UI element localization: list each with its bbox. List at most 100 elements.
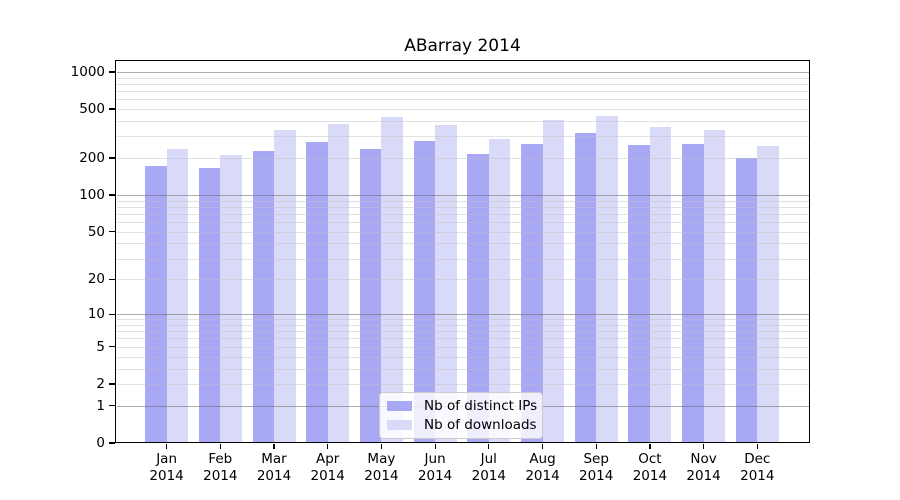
x-tick-year-apr: 2014: [310, 468, 345, 484]
gridline-minor-8: [116, 324, 809, 326]
legend-swatch-distinct-ips-icon: [387, 401, 412, 411]
gridline-major-100: [116, 195, 809, 197]
gridline-minor-500: [116, 109, 809, 111]
x-tick-may: [380, 443, 383, 449]
x-tick-apr: [327, 443, 329, 449]
bar-downloads-oct: [649, 126, 672, 443]
y-tick-label-20: 20: [87, 271, 105, 288]
bar-downloads-dec: [757, 145, 779, 443]
legend-label-distinct-ips: Nb of distinct IPs: [424, 398, 538, 414]
gridline-minor-400: [116, 120, 809, 122]
bar-distinct-ips-sep: [574, 133, 597, 443]
x-tick-jul: [488, 443, 490, 449]
x-tick-feb: [219, 443, 221, 449]
gridline-minor-3: [116, 368, 809, 370]
bar-distinct-ips-aug: [521, 143, 543, 443]
y-tick-label-1000: 1000: [70, 63, 105, 80]
gridline-minor-40: [116, 243, 809, 245]
gridline-minor-5: [116, 346, 809, 348]
bar-downloads-mar: [274, 130, 296, 443]
x-tick-year-oct: 2014: [632, 468, 668, 484]
y-tick-2: [109, 383, 115, 385]
x-tick-year-aug: 2014: [525, 468, 560, 484]
legend-item-downloads: Nb of downloads: [387, 417, 537, 433]
gridline-minor-2: [116, 383, 809, 385]
x-tick-year-sep: 2014: [579, 468, 614, 484]
bar-downloads-jun: [435, 125, 457, 443]
x-tick-label-jun: Jun 2014: [405, 451, 465, 485]
legend-item-distinct-ips: Nb of distinct IPs: [387, 398, 538, 414]
y-tick-label-5: 5: [96, 338, 105, 355]
y-tick-100: [109, 194, 115, 196]
x-tick-year-dec: 2014: [740, 468, 775, 484]
gridline-minor-200: [116, 158, 809, 160]
x-tick-sep: [595, 443, 597, 449]
bar-distinct-ips-mar: [252, 150, 274, 443]
x-tick-jun: [434, 443, 436, 449]
y-tick-label-10: 10: [87, 306, 105, 323]
bar-distinct-ips-oct: [628, 144, 650, 443]
bar-downloads-jan: [166, 149, 189, 443]
bar-downloads-nov: [703, 130, 726, 443]
x-tick-label-mar: Mar 2014: [244, 451, 304, 485]
y-tick-label-200: 200: [79, 150, 105, 167]
chart-title: ABarray 2014: [404, 36, 521, 56]
x-tick-year-jun: 2014: [417, 468, 453, 484]
gridline-minor-80: [116, 206, 809, 208]
x-tick-label-feb: Feb 2014: [190, 451, 250, 485]
bar-distinct-ips-may: [359, 149, 382, 443]
gridline-minor-60: [116, 222, 809, 224]
gridline-minor-600: [116, 99, 809, 101]
x-tick-jan: [166, 443, 168, 449]
gridline-minor-30: [116, 258, 809, 260]
x-tick-year-jul: 2014: [471, 468, 506, 484]
y-tick-label-500: 500: [79, 101, 105, 118]
y-tick-10: [109, 313, 115, 315]
gridline-minor-90: [116, 200, 809, 202]
x-tick-label-jul: Jul 2014: [459, 451, 519, 485]
bar-distinct-ips-jul: [467, 153, 489, 443]
gridline-minor-900: [116, 77, 809, 79]
gridline-major-1000: [116, 71, 809, 74]
bar-downloads-apr: [327, 124, 350, 443]
x-tick-label-aug: Aug 2014: [513, 451, 573, 485]
x-tick-label-jan: Jan 2014: [137, 451, 197, 485]
y-tick-label-0: 0: [96, 435, 105, 451]
y-tick-500: [109, 108, 115, 110]
gridline-minor-20: [116, 279, 809, 281]
bar-downloads-may: [381, 116, 403, 443]
x-tick-nov: [703, 443, 705, 449]
x-tick-dec: [756, 443, 758, 449]
bar-downloads-aug: [542, 119, 564, 443]
bar-distinct-ips-dec: [735, 158, 758, 443]
gridline-major-10: [116, 314, 809, 316]
x-tick-oct: [649, 443, 651, 449]
gridline-minor-4: [116, 356, 809, 358]
x-tick-year-nov: 2014: [686, 468, 721, 484]
x-tick-aug: [541, 443, 544, 449]
gridline-minor-700: [116, 90, 809, 92]
x-tick-mar: [273, 443, 275, 449]
gridline-minor-800: [116, 83, 809, 85]
x-tick-label-dec: Dec 2014: [727, 451, 787, 485]
gridline-minor-300: [116, 136, 809, 138]
bar-downloads-feb: [220, 155, 242, 443]
legend-swatch-downloads-icon: [387, 420, 412, 430]
x-tick-year-mar: 2014: [256, 468, 292, 484]
x-tick-label-sep: Sep 2014: [566, 451, 626, 485]
x-tick-label-oct: Oct 2014: [620, 451, 680, 485]
x-tick-year-jan: 2014: [149, 468, 184, 484]
x-tick-label-nov: Nov 2014: [674, 451, 734, 485]
x-tick-year-feb: 2014: [203, 468, 238, 484]
bar-downloads-jul: [488, 138, 511, 443]
y-tick-label-2: 2: [96, 375, 105, 392]
gridline-minor-7: [116, 331, 809, 333]
legend-label-downloads: Nb of downloads: [424, 417, 537, 433]
x-tick-year-may: 2014: [364, 468, 399, 484]
gridline-minor-9: [116, 319, 809, 321]
y-tick-20: [109, 278, 115, 281]
gridline-minor-6: [116, 338, 809, 340]
y-tick-1: [109, 405, 115, 407]
